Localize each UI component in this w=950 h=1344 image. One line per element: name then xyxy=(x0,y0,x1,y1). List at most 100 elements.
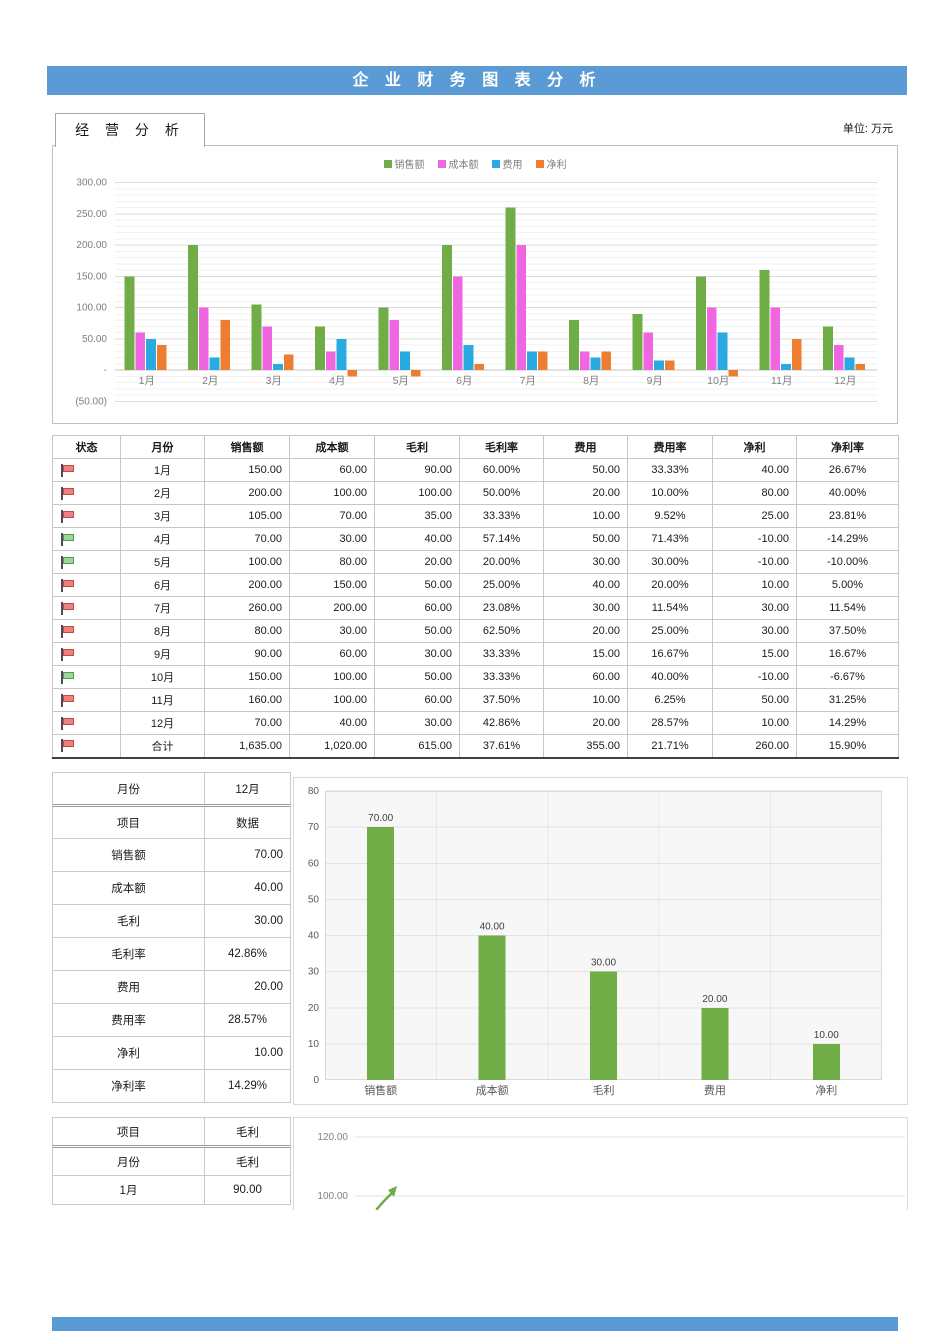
x-axis-category-label: 11月 xyxy=(771,375,792,387)
bar xyxy=(569,320,579,370)
table-row: 6月 200.00 150.00 50.00 25.00% 40.00 20.00% 10.0… xyxy=(52,573,899,597)
item-value-cell: 12月 xyxy=(204,772,291,807)
legend-label: 净利 xyxy=(546,160,567,171)
value-cell: 11.54% xyxy=(796,596,899,620)
bar xyxy=(198,307,209,370)
red-flag-icon xyxy=(60,693,76,707)
bar xyxy=(505,207,516,370)
month-cell: 5月 xyxy=(120,550,205,574)
value-cell: 16.67% xyxy=(627,642,713,666)
month-cell: 12月 xyxy=(120,711,205,735)
bar xyxy=(156,345,167,370)
value-cell: 60.00 xyxy=(374,596,460,620)
status-cell xyxy=(52,688,121,712)
value-cell: 50.00 xyxy=(374,573,460,597)
value-cell: 1,635.00 xyxy=(204,734,290,759)
status-cell xyxy=(52,619,121,643)
value-cell: 615.00 xyxy=(374,734,460,759)
bar xyxy=(336,338,347,371)
value-cell: 40.00 xyxy=(712,458,797,482)
legend-item: 净利 xyxy=(535,156,567,171)
bar xyxy=(717,332,728,370)
tab-business-analysis[interactable]: 经 营 分 析 xyxy=(55,113,205,147)
bar xyxy=(537,351,548,371)
green-flag-icon xyxy=(60,555,76,569)
item-label-cell: 月份 xyxy=(52,1146,205,1176)
bar xyxy=(791,338,802,371)
table-row: 3月 105.00 70.00 35.00 33.33% 10.00 9.52% 25.00 2… xyxy=(52,504,899,528)
x-axis-category-label: 费用 xyxy=(704,1084,726,1097)
bar xyxy=(378,307,389,370)
value-cell: 60.00 xyxy=(374,688,460,712)
item-value-cell: 10.00 xyxy=(204,1036,291,1070)
value-cell: 35.00 xyxy=(374,504,460,528)
bar xyxy=(823,326,833,371)
month-cell: 6月 xyxy=(120,573,205,597)
next-section-header-bar xyxy=(52,1317,898,1331)
chart-border xyxy=(293,777,908,1105)
value-cell: 10.00% xyxy=(627,481,713,505)
value-cell: 15.00 xyxy=(712,642,797,666)
value-cell: -10.00 xyxy=(712,550,797,574)
value-cell: -6.67% xyxy=(796,665,899,689)
value-cell: 57.14% xyxy=(459,527,544,551)
value-cell: 37.61% xyxy=(459,734,544,759)
bar xyxy=(389,320,400,370)
value-cell: 100.00 xyxy=(289,665,375,689)
value-cell: 42.86% xyxy=(459,711,544,735)
december-detail-table: 月份 12月 项目 数据 销售额 70.00 成本额 40.00 毛利 30.00 毛利率 42.86… xyxy=(52,772,291,1103)
item-value-cell: 90.00 xyxy=(204,1175,291,1205)
item-value-cell: 30.00 xyxy=(204,904,291,938)
table-row: 2月 200.00 100.00 100.00 50.00% 20.00 10.00% 80.… xyxy=(52,481,899,505)
value-cell: 28.57% xyxy=(627,711,713,735)
bar xyxy=(209,357,220,370)
value-cell: -10.00 xyxy=(712,665,797,689)
item-label-cell: 月份 xyxy=(52,772,205,807)
month-cell: 合计 xyxy=(120,734,205,759)
status-cell xyxy=(52,550,121,574)
x-axis-category-label: 6月 xyxy=(456,375,472,387)
value-cell: 20.00 xyxy=(543,711,628,735)
y-axis-tick-label: 40 xyxy=(308,931,320,942)
value-cell: 20.00 xyxy=(543,481,628,505)
status-cell xyxy=(52,504,121,528)
status-cell xyxy=(52,527,121,551)
item-value-cell: 20.00 xyxy=(204,970,291,1004)
bar xyxy=(347,370,358,377)
table-row: 4月 70.00 30.00 40.00 57.14% 50.00 71.43% -10.00… xyxy=(52,527,899,551)
value-cell: 355.00 xyxy=(543,734,628,759)
value-cell: 150.00 xyxy=(289,573,375,597)
item-value-cell: 数据 xyxy=(204,805,291,839)
bar xyxy=(601,351,612,371)
month-cell: 1月 xyxy=(120,458,205,482)
list-item: 费用率 28.57% xyxy=(52,1003,291,1037)
month-cell: 4月 xyxy=(120,527,205,551)
value-cell: 50.00 xyxy=(712,688,797,712)
december-items-bar-chart: 0 10 20 30 40 50 60 70 80 70.00 销售额 40.00 成本额 30.00 毛利… xyxy=(293,777,908,1105)
y-axis-tick-label: 100.00 xyxy=(317,1191,348,1202)
value-cell: 37.50% xyxy=(459,688,544,712)
bar xyxy=(701,1007,729,1081)
value-cell: 30.00 xyxy=(712,596,797,620)
financial-table: 状态 月份 销售额 成本额 毛利 毛利率 费用 费用率 净利 净利率 1月 150.00 60.00 9… xyxy=(52,435,899,759)
bar xyxy=(833,345,844,370)
bar xyxy=(188,245,198,370)
value-cell: 30.00 xyxy=(712,619,797,643)
value-cell: 62.50% xyxy=(459,619,544,643)
month-cell: 11月 xyxy=(120,688,205,712)
item-value-cell: 42.86% xyxy=(204,937,291,971)
value-cell: 50.00 xyxy=(374,665,460,689)
red-flag-icon xyxy=(60,601,76,615)
item-label-cell: 净利率 xyxy=(52,1069,205,1103)
value-cell: 80.00 xyxy=(204,619,290,643)
value-cell: 30.00 xyxy=(374,642,460,666)
value-cell: 150.00 xyxy=(204,458,290,482)
list-item: 净利率 14.29% xyxy=(52,1069,291,1103)
value-cell: 260.00 xyxy=(204,596,290,620)
column-header: 毛利 xyxy=(374,435,460,459)
value-cell: 33.33% xyxy=(459,504,544,528)
value-cell: 100.00 xyxy=(374,481,460,505)
value-cell: 10.00 xyxy=(712,711,797,735)
item-label-cell: 费用率 xyxy=(52,1003,205,1037)
data-label: 40.00 xyxy=(480,922,505,933)
